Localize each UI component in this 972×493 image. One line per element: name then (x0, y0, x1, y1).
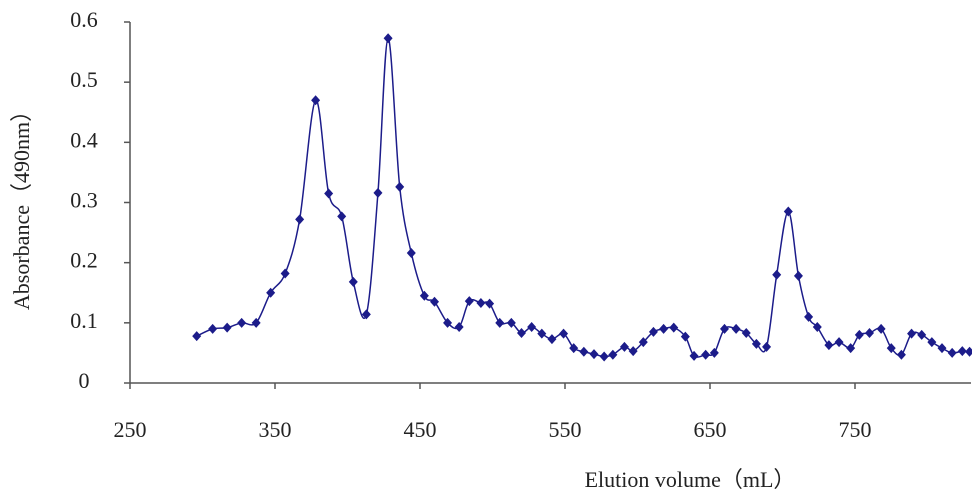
x-tick-label: 350 (259, 417, 292, 442)
data-point (547, 334, 557, 345)
data-point (957, 346, 967, 357)
data-point (846, 343, 856, 354)
data-point (886, 343, 896, 354)
data-point (506, 317, 516, 328)
data-point (373, 187, 383, 198)
data-point (876, 323, 886, 334)
data-point (495, 317, 505, 328)
data-point (669, 322, 679, 333)
data-point (406, 248, 416, 259)
data-point (589, 349, 599, 360)
y-tick-label: 0.6 (70, 7, 98, 32)
data-point (251, 317, 261, 328)
x-tick-label: 750 (839, 417, 872, 442)
data-point (464, 296, 474, 307)
y-tick-label: 0.3 (70, 188, 98, 213)
data-point (824, 340, 834, 351)
data-point (762, 341, 772, 352)
data-point (579, 346, 589, 357)
data-point (680, 331, 690, 342)
data-point (430, 296, 439, 307)
data-point (648, 326, 658, 337)
data-point (208, 323, 218, 334)
data-point (443, 317, 453, 328)
data-point (454, 322, 464, 333)
data-point (854, 329, 864, 340)
data-point (537, 328, 547, 339)
data-point (266, 287, 276, 298)
data-point (947, 347, 957, 358)
data-point (361, 309, 371, 320)
y-tick-label: 0.2 (70, 248, 98, 273)
data-point (772, 269, 782, 280)
x-axis-title: Elution volume（mL） (585, 467, 796, 492)
series-line (196, 37, 970, 358)
data-point (608, 349, 618, 360)
data-point (517, 328, 526, 339)
data-point (720, 323, 729, 334)
data-point (701, 349, 711, 360)
data-point (804, 311, 814, 322)
data-point (751, 338, 761, 349)
data-point (280, 268, 290, 279)
data-point (619, 341, 629, 352)
data-point (485, 298, 495, 309)
data-point (965, 346, 972, 357)
data-point (324, 188, 334, 199)
data-point (917, 329, 927, 340)
data-point (419, 290, 429, 301)
data-point (237, 317, 247, 328)
data-point (896, 349, 906, 360)
data-point (783, 206, 793, 217)
y-tick-label: 0.4 (70, 127, 98, 152)
y-tick-label: 0.1 (70, 308, 98, 333)
data-point (628, 346, 638, 357)
x-tick-label: 450 (404, 417, 437, 442)
data-point (569, 343, 579, 354)
data-point (659, 323, 669, 334)
data-point (395, 181, 405, 192)
y-axis-title: Absorbance（490nm） (9, 100, 34, 310)
data-point (731, 323, 741, 334)
data-point (337, 211, 347, 222)
data-point (311, 95, 321, 106)
y-tick-label: 0.5 (70, 67, 98, 92)
data-point (927, 337, 937, 348)
data-point (599, 351, 609, 362)
y-tick-label: 0 (79, 368, 90, 393)
data-point (222, 322, 232, 333)
data-point (689, 350, 699, 361)
data-point (638, 337, 648, 348)
data-point (348, 276, 358, 287)
x-tick-label: 650 (694, 417, 727, 442)
data-point (383, 33, 393, 44)
data-point (812, 322, 822, 333)
data-point (865, 328, 874, 339)
x-tick-label: 250 (114, 417, 147, 442)
x-tick-label: 550 (549, 417, 582, 442)
data-point (834, 337, 844, 348)
data-point (741, 328, 751, 339)
data-point (793, 270, 803, 281)
data-point (937, 343, 947, 354)
data-point (527, 322, 537, 333)
data-point (295, 214, 305, 225)
data-point (907, 328, 917, 339)
data-point (476, 297, 486, 308)
data-point (559, 328, 569, 339)
data-point (192, 331, 202, 342)
data-point (709, 347, 719, 358)
